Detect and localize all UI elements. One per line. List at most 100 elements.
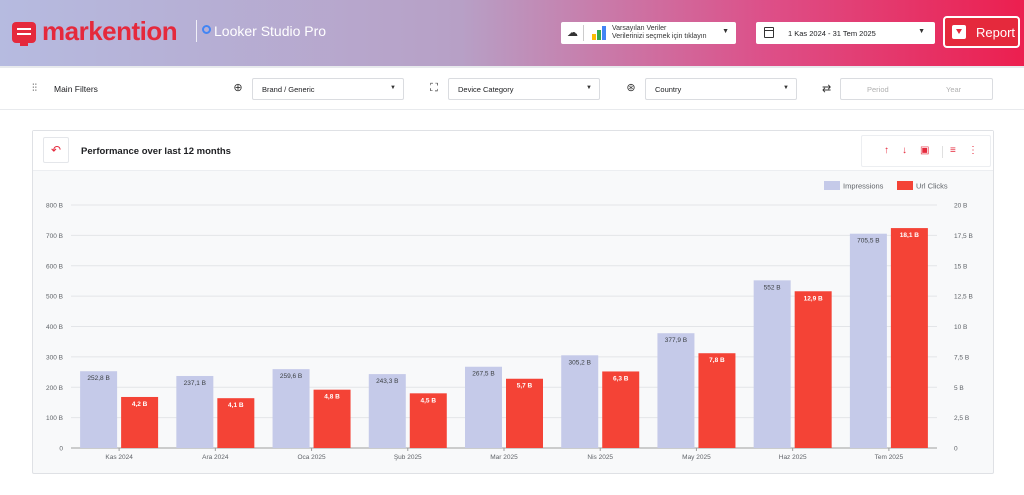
impressions-bar (176, 375, 214, 448)
country-filter[interactable]: ⊛ Country ▼ (625, 78, 797, 100)
y-left-tick-label: 700 B (46, 233, 63, 240)
y-left-tick-label: 600 B (46, 263, 63, 270)
y-right-tick-label: 20 B (954, 203, 967, 210)
main-filters-label: Main Filters (54, 84, 98, 94)
y-left-tick-label: 800 B (46, 203, 63, 210)
x-tick-label: Kas 2024 (105, 454, 133, 461)
report-button[interactable]: Report (943, 16, 1020, 48)
x-tick-label: Şub 2025 (394, 454, 422, 461)
y-right-tick-label: 12,5 B (954, 294, 973, 301)
impressions-bar (753, 280, 791, 448)
analytics-logo-icon (592, 26, 606, 40)
impressions-data-label: 705,5 B (857, 238, 879, 245)
impressions-data-label: 243,3 B (376, 378, 398, 385)
undo-icon[interactable]: ↶ (43, 137, 69, 163)
y-left-tick-label: 500 B (46, 294, 63, 301)
x-tick-label: Oca 2025 (297, 454, 326, 461)
product-name: Looker Studio Pro (214, 23, 327, 39)
device-filter[interactable]: ⛶ Device Category ▼ (428, 78, 600, 100)
logo-divider (196, 20, 197, 42)
y-left-tick-label: 200 B (46, 385, 63, 392)
brand-filter[interactable]: ⊕ Brand / Generic ▼ (232, 78, 404, 100)
impressions-bar (80, 371, 118, 448)
impressions-bar (657, 333, 695, 448)
looker-studio-icon (202, 25, 211, 34)
calendar-icon (764, 27, 774, 38)
brand-filter-select[interactable]: Brand / Generic ▼ (252, 78, 404, 100)
legend-url-clicks-label: Url Clicks (916, 182, 948, 191)
caret-down-icon: ▼ (390, 85, 396, 91)
url-clicks-bar (794, 291, 832, 448)
data-source-selector[interactable]: ☁ Varsayılan Veriler Verilerinizi seçmek… (561, 22, 736, 44)
url-clicks-bar (890, 228, 928, 448)
impressions-bar (368, 374, 406, 448)
url-clicks-bar (698, 353, 736, 448)
period-toggle[interactable]: Period Year (840, 78, 993, 100)
sort-up-icon[interactable]: ↑ (884, 145, 889, 156)
y-right-tick-label: 0 (954, 446, 958, 453)
impressions-data-label: 305,2 B (569, 359, 591, 366)
url-clicks-data-label: 6,3 B (613, 375, 629, 382)
date-range-text: 1 Kas 2024 - 31 Tem 2025 (788, 29, 876, 38)
target-icon: ⊕ (233, 82, 243, 94)
y-left-tick-label: 100 B (46, 415, 63, 422)
legend-url-clicks-swatch (897, 181, 913, 190)
performance-chart: 0 0 100 B 2,5 B 200 B 5 B 300 B 7,5 B 400 B 10 B 5… (46, 181, 973, 461)
y-left-tick-label: 0 (59, 446, 63, 453)
url-clicks-data-label: 18,1 B (900, 232, 919, 239)
chart-controls: ↑ ↓ ▣ ≡ ⋮ (861, 135, 991, 167)
impressions-data-label: 237,1 B (184, 380, 206, 387)
brand-logo-text: markention (42, 16, 178, 46)
more-options-icon[interactable]: ⋮ (968, 145, 978, 156)
y-right-tick-label: 5 B (954, 385, 964, 392)
url-clicks-bar (506, 378, 543, 448)
filter-bar: ⫶⫶ Main Filters ⊕ Brand / Generic ▼ ⛶ De… (0, 66, 1024, 110)
country-filter-select[interactable]: Country ▼ (645, 78, 797, 100)
top-header: markention Looker Studio Pro ☁ Varsayıla… (0, 0, 1024, 66)
url-clicks-data-label: 7,8 B (709, 357, 725, 364)
url-clicks-bar (602, 371, 640, 448)
year-option[interactable]: Year (946, 85, 962, 94)
device-filter-select[interactable]: Device Category ▼ (448, 78, 600, 100)
x-tick-label: Nis 2025 (587, 454, 613, 461)
performance-card: ↶ Performance over last 12 months ↑ ↓ ▣ … (32, 130, 994, 474)
data-source-title: Varsayılan Veriler (612, 25, 667, 32)
x-tick-label: Haz 2025 (779, 454, 807, 461)
url-clicks-data-label: 12,9 B (804, 295, 823, 302)
y-right-tick-label: 15 B (954, 263, 967, 270)
url-clicks-data-label: 4,5 B (421, 397, 437, 404)
period-option[interactable]: Period (867, 85, 889, 94)
url-clicks-bar (409, 393, 447, 448)
impressions-bar (272, 369, 310, 448)
data-source-subtitle: Verilerinizi seçmek için tıklayın (612, 33, 707, 40)
swap-icon[interactable]: ⇄ (822, 83, 832, 95)
globe-icon: ⊛ (626, 82, 636, 94)
date-range-picker[interactable]: 1 Kas 2024 - 31 Tem 2025 ▼ (756, 22, 935, 44)
url-clicks-data-label: 5,7 B (517, 383, 533, 390)
x-tick-label: Ara 2024 (202, 454, 229, 461)
caret-down-icon: ▼ (918, 28, 925, 35)
cloud-download-icon: ☁ (567, 27, 578, 39)
y-right-tick-label: 10 B (954, 324, 967, 331)
report-download-icon (952, 25, 966, 39)
y-right-tick-label: 2,5 B (954, 415, 969, 422)
impressions-data-label: 252,8 B (87, 375, 109, 382)
impressions-bar (465, 366, 502, 448)
sliders-icon: ⫶⫶ (32, 83, 37, 94)
y-left-tick-label: 400 B (46, 324, 63, 331)
sort-down-icon[interactable]: ↓ (902, 145, 907, 156)
device-filter-label: Device Category (458, 85, 514, 94)
impressions-data-label: 267,5 B (472, 371, 494, 378)
divider (942, 146, 943, 158)
brand-filter-label: Brand / Generic (262, 85, 315, 94)
caret-down-icon: ▼ (586, 85, 592, 91)
impressions-data-label: 377,9 B (665, 337, 687, 344)
impressions-bar (561, 355, 599, 448)
url-clicks-data-label: 4,8 B (324, 394, 340, 401)
country-filter-label: Country (655, 85, 682, 94)
filter-icon[interactable]: ≡ (950, 145, 956, 156)
x-tick-label: May 2025 (682, 454, 711, 461)
drill-down-icon[interactable]: ▣ (920, 145, 930, 156)
impressions-bar (849, 233, 887, 448)
card-header: ↶ Performance over last 12 months ↑ ↓ ▣ … (33, 131, 993, 171)
